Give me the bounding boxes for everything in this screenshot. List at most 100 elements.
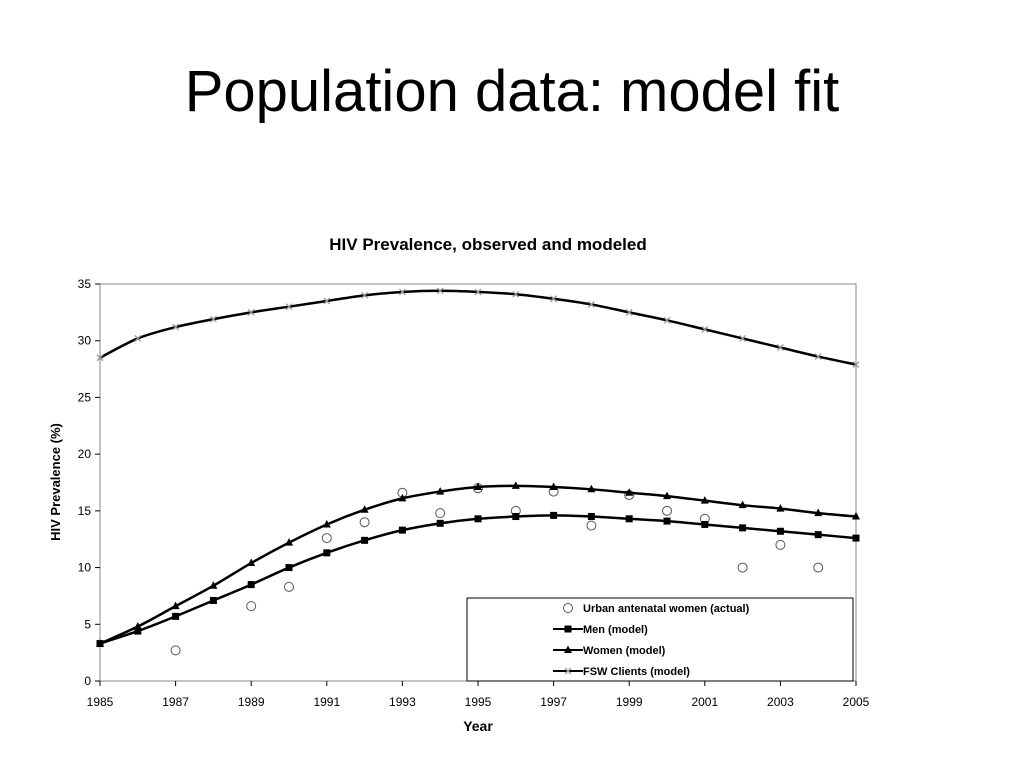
y-tick-label: 20 [78, 447, 92, 461]
legend-swatch-marker [564, 667, 572, 675]
x-tick-label: 1985 [87, 695, 114, 709]
data-point-fsw-clients-model [96, 354, 104, 362]
data-point-urban-antenatal-women-actual [321, 533, 332, 544]
series-fsw-clients-model [96, 287, 860, 368]
data-point-fsw-clients-model [134, 334, 142, 342]
data-point-fsw-clients-model [550, 295, 558, 303]
series-line-fsw-clients-model [99, 289, 857, 366]
x-tick-label: 1997 [540, 695, 567, 709]
data-point-women-model [738, 500, 747, 509]
data-point-fsw-clients-model [852, 361, 860, 368]
slide-title: Population data: model fit [184, 59, 840, 124]
x-tick-label: 2003 [767, 695, 794, 709]
data-point-urban-antenatal-women-actual [813, 562, 824, 573]
data-point-urban-antenatal-women-actual [775, 539, 786, 550]
data-point-men-model [474, 515, 482, 523]
data-point-fsw-clients-model [701, 325, 709, 333]
data-point-urban-antenatal-women-actual [662, 505, 672, 516]
data-point-women-model [285, 538, 293, 546]
legend-item: Women (model) [553, 645, 666, 657]
data-point-men-model [172, 612, 180, 620]
y-axis: 0 5 10 15 20 25 30 35 [78, 277, 100, 688]
data-point-women-model [360, 505, 369, 513]
legend: Urban antenatal women (actual) Men (model… [466, 597, 854, 682]
data-point-women-model [474, 482, 482, 491]
data-point-men-model [436, 519, 444, 527]
legend-label: Women (model) [583, 645, 666, 657]
data-point-men-model [247, 581, 255, 589]
data-point-fsw-clients-model [776, 344, 784, 351]
data-point-men-model [209, 596, 217, 604]
y-tick-label: 15 [78, 504, 92, 518]
x-tick-label: 1991 [313, 695, 340, 709]
data-point-men-model [587, 513, 595, 521]
x-tick-label: 1989 [238, 695, 265, 709]
data-point-men-model [776, 527, 784, 535]
data-point-men-model [323, 549, 331, 557]
y-tick-label: 25 [78, 390, 92, 404]
data-point-urban-antenatal-women-actual [359, 517, 370, 528]
data-point-women-model [549, 482, 558, 491]
data-point-women-model [398, 493, 407, 502]
data-point-fsw-clients-model [436, 287, 444, 295]
data-point-urban-antenatal-women-actual [435, 508, 446, 519]
data-point-urban-antenatal-women-actual [586, 520, 597, 531]
data-point-fsw-clients-model [172, 323, 180, 331]
x-tick-label: 1999 [616, 695, 643, 709]
data-point-fsw-clients-model [814, 353, 822, 361]
legend-label: FSW Clients (model) [583, 666, 690, 678]
data-point-urban-antenatal-women-actual [284, 581, 294, 592]
data-point-men-model [361, 536, 369, 544]
data-point-men-model [512, 513, 520, 521]
data-point-fsw-clients-model [739, 334, 747, 342]
legend-box [466, 597, 854, 682]
data-point-fsw-clients-model [663, 316, 671, 324]
data-point-fsw-clients-model [474, 288, 482, 296]
data-point-women-model [133, 622, 142, 630]
x-tick-label: 2001 [691, 695, 718, 709]
data-point-men-model [852, 534, 860, 542]
data-point-women-model [814, 508, 823, 517]
data-point-fsw-clients-model [398, 288, 406, 296]
data-point-women-model [209, 581, 218, 589]
data-point-fsw-clients-model [512, 290, 520, 298]
data-point-women-model [322, 519, 331, 528]
data-point-men-model [701, 520, 709, 528]
y-tick-label: 10 [78, 561, 92, 575]
data-point-men-model [814, 531, 822, 539]
data-point-women-model [776, 504, 785, 512]
data-point-men-model [625, 515, 633, 523]
data-point-fsw-clients-model [323, 297, 331, 305]
y-tick-label: 35 [78, 277, 92, 291]
x-axis: 1985 1987 1989 1991 1993 1995 1997 1999 2001 2003… [87, 681, 870, 709]
x-tick-label: 1987 [162, 695, 189, 709]
data-point-women-model [171, 601, 180, 610]
x-tick-label: 1993 [389, 695, 416, 709]
legend-swatch-marker [563, 603, 573, 613]
data-point-women-model [511, 481, 520, 489]
y-tick-label: 5 [84, 617, 91, 631]
x-axis-label: Year [463, 718, 493, 734]
x-tick-label: 2005 [843, 695, 870, 709]
data-point-women-model [852, 512, 860, 520]
data-point-men-model [739, 524, 747, 532]
legend-label: Urban antenatal women (actual) [583, 603, 750, 615]
data-point-men-model [285, 564, 293, 572]
legend-label: Men (model) [583, 624, 648, 636]
legend-item: Urban antenatal women (actual) [563, 603, 750, 615]
data-point-women-model [587, 484, 596, 493]
data-point-fsw-clients-model [587, 300, 595, 308]
data-point-men-model [550, 511, 558, 519]
series-layer [96, 287, 860, 656]
data-point-urban-antenatal-women-actual [737, 562, 748, 573]
data-point-urban-antenatal-women-actual [246, 601, 257, 612]
x-tick-label: 1995 [465, 695, 492, 709]
data-point-men-model [134, 627, 142, 635]
data-point-fsw-clients-model [285, 303, 293, 311]
series-men-model [96, 511, 860, 648]
data-point-women-model [663, 491, 671, 500]
data-point-women-model [247, 558, 256, 567]
data-point-men-model [663, 517, 671, 525]
data-point-women-model [700, 496, 709, 504]
